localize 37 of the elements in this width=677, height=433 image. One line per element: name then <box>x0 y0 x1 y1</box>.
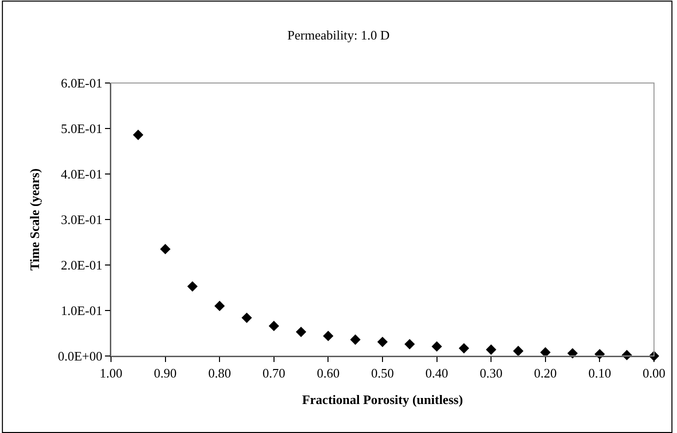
y-tick-label: 5.0E-01 <box>60 121 102 136</box>
x-tick-label: 0.80 <box>208 366 231 381</box>
x-tick-label: 0.40 <box>425 366 448 381</box>
point <box>486 344 496 355</box>
y-tick-label: 1.0E-01 <box>60 303 102 318</box>
point <box>377 336 388 348</box>
chart-title: Permeability: 1.0 D <box>287 27 390 42</box>
x-tick-label: 0.70 <box>262 366 286 381</box>
point <box>458 343 470 354</box>
point <box>242 312 252 323</box>
point <box>268 320 280 332</box>
point <box>323 330 334 342</box>
point <box>296 326 306 338</box>
x-tick-label: 0.90 <box>154 366 177 381</box>
point <box>187 281 198 292</box>
point <box>160 244 170 254</box>
x-axis-title: Fractional Porosity (unitless) <box>302 392 463 408</box>
y-tick-label: 2.0E-01 <box>60 258 102 273</box>
x-tick-label: 0.30 <box>480 366 502 381</box>
point <box>214 300 225 312</box>
x-tick-label: 0.50 <box>371 366 394 381</box>
x-tick-label: 0.20 <box>534 366 557 381</box>
point <box>132 130 144 140</box>
y-tick-label: 3.0E-01 <box>60 212 102 228</box>
y-tick-label: 4.0E-01 <box>60 166 102 182</box>
y-axis-title: Time Scale (years) <box>26 168 42 271</box>
x-tick-label: 0.60 <box>316 366 340 381</box>
point <box>432 341 442 352</box>
x-tick-label: 1.00 <box>100 366 122 381</box>
y-tick-label: 6.0E-01 <box>60 76 102 91</box>
point <box>350 334 361 345</box>
x-tick-label: 0.10 <box>588 366 612 381</box>
point <box>540 347 551 358</box>
point <box>513 346 524 356</box>
y-tick-label: 0.0E+00 <box>58 348 102 364</box>
x-tick-label: 0.00 <box>642 366 666 381</box>
point <box>404 338 415 350</box>
